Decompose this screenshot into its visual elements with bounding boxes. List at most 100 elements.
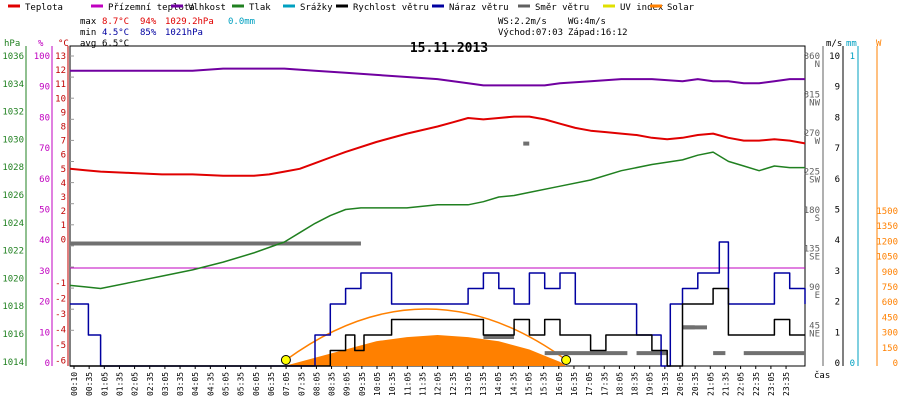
temperature-tick: 0 bbox=[61, 235, 66, 245]
x-tick-label: 20:05 bbox=[676, 372, 685, 396]
x-tick-label: 06:05 bbox=[252, 372, 261, 396]
legend-label: Solar bbox=[667, 3, 695, 13]
series-solar bbox=[284, 335, 567, 366]
rain-tick: 0 bbox=[850, 359, 855, 369]
temperature-tick: -5 bbox=[55, 341, 66, 351]
x-tick-label: 16:35 bbox=[570, 372, 579, 396]
humidity-tick: 20 bbox=[39, 298, 50, 308]
legend-label: Vlhkost bbox=[188, 3, 226, 13]
temperature-tick: -6 bbox=[55, 357, 66, 367]
pressure-tick: 1024 bbox=[2, 219, 24, 229]
legend-label: Srážky bbox=[300, 3, 333, 13]
stat-temp: 8.7°C bbox=[102, 17, 129, 27]
x-tick-label: 03:35 bbox=[176, 372, 185, 396]
plot-frame bbox=[69, 45, 806, 367]
legend-label: Náraz větru bbox=[449, 3, 509, 13]
temperature-tick: 6 bbox=[61, 151, 66, 161]
x-tick-label: 02:35 bbox=[146, 372, 155, 396]
direction-tick-name: NE bbox=[809, 330, 820, 340]
x-tick-label: 19:35 bbox=[661, 372, 670, 396]
pressure-tick: 1022 bbox=[2, 247, 24, 257]
temperature-tick: 8 bbox=[61, 123, 66, 133]
x-tick-label: 20:35 bbox=[691, 372, 700, 396]
direction-tick-name: S bbox=[815, 214, 820, 224]
x-tick-label: 22:35 bbox=[752, 372, 761, 396]
stat-pressure: 1029.2hPa bbox=[165, 17, 214, 27]
x-tick-label: 21:35 bbox=[721, 372, 730, 396]
humidity-tick: 50 bbox=[39, 206, 50, 216]
wind-gust-info: WG:4m/s bbox=[568, 17, 606, 27]
direction-tick-name: E bbox=[815, 291, 820, 301]
x-tick-label: 10:05 bbox=[373, 372, 382, 396]
axis-unit-solar: W bbox=[876, 39, 882, 49]
x-tick-label: 08:05 bbox=[312, 372, 321, 396]
legend-label: Směr větru bbox=[535, 3, 589, 13]
direction-tick-name: N bbox=[815, 60, 820, 70]
x-tick-label: 09:05 bbox=[343, 372, 352, 396]
axis-unit-pressure: hPa bbox=[4, 39, 20, 49]
x-tick-label: 02:05 bbox=[131, 372, 140, 396]
stat-rain: 0.0mm bbox=[228, 17, 255, 27]
x-tick-label: 15:05 bbox=[525, 372, 534, 396]
pressure-tick: 1032 bbox=[2, 108, 24, 118]
x-tick-label: 00:10 bbox=[70, 372, 79, 396]
solar-tick: 900 bbox=[882, 268, 898, 278]
temperature-tick: 5 bbox=[61, 165, 66, 175]
wind-speed-tick: 2 bbox=[835, 298, 840, 308]
series-humidity bbox=[70, 67, 805, 87]
solar-tick: 600 bbox=[882, 298, 898, 308]
direction-tick-deg: 315 bbox=[804, 91, 820, 101]
axis-unit-rain: mm bbox=[846, 39, 857, 49]
wind-speed-tick: 9 bbox=[835, 83, 840, 93]
x-tick-label: 17:35 bbox=[600, 372, 609, 396]
direction-tick-name: NW bbox=[809, 99, 820, 109]
x-tick-label: 00:35 bbox=[85, 372, 94, 396]
temperature-tick: 1 bbox=[61, 221, 66, 231]
x-tick-label: 04:05 bbox=[191, 372, 200, 396]
x-tick-label: 03:05 bbox=[161, 372, 170, 396]
x-tick-label: 10:35 bbox=[388, 372, 397, 396]
x-axis-label: čas bbox=[814, 370, 830, 381]
x-tick-label: 14:05 bbox=[494, 372, 503, 396]
x-tick-label: 18:05 bbox=[615, 372, 624, 396]
sunset-info: Západ:16:12 bbox=[568, 28, 628, 38]
x-tick-label: 22:05 bbox=[737, 372, 746, 396]
stat-label: min bbox=[80, 28, 96, 38]
rain-tick: 1 bbox=[850, 52, 855, 62]
pressure-tick: 1026 bbox=[2, 191, 24, 201]
x-tick-label: 12:05 bbox=[434, 372, 443, 396]
direction-tick-name: W bbox=[815, 137, 821, 147]
x-tick-label: 18:35 bbox=[631, 372, 640, 396]
pressure-tick: 1034 bbox=[2, 80, 24, 90]
x-tick-label: 12:35 bbox=[449, 372, 458, 396]
wind-speed-info: WS:2.2m/s bbox=[498, 17, 547, 27]
solar-tick: 1500 bbox=[876, 207, 898, 217]
sun-arc bbox=[285, 308, 567, 361]
temperature-tick: 7 bbox=[61, 137, 66, 147]
direction-tick-deg: 180 bbox=[804, 206, 820, 216]
x-tick-label: 09:35 bbox=[358, 372, 367, 396]
x-tick-label: 23:05 bbox=[767, 372, 776, 396]
solar-tick: 150 bbox=[882, 344, 898, 354]
stat-humidity: 85% bbox=[140, 28, 157, 38]
x-tick-label: 06:35 bbox=[267, 372, 276, 396]
temperature-tick: -3 bbox=[55, 310, 66, 320]
x-tick-label: 14:35 bbox=[509, 372, 518, 396]
wind-speed-tick: 7 bbox=[835, 144, 840, 154]
stats-block: max 8.7°C 94% 1029.2hPa 0.0mm min 4.5°C 85% 1021… bbox=[80, 17, 628, 49]
humidity-tick: 30 bbox=[39, 267, 50, 277]
solar-tick: 450 bbox=[882, 313, 898, 323]
x-tick-label: 11:35 bbox=[418, 372, 427, 396]
x-tick-label: 08:35 bbox=[328, 372, 337, 396]
temperature-tick: 4 bbox=[61, 179, 66, 189]
temperature-tick: -4 bbox=[55, 326, 66, 336]
x-tick-label: 04:35 bbox=[206, 372, 215, 396]
wind-speed-tick: 10 bbox=[829, 52, 840, 62]
pressure-tick: 1014 bbox=[2, 358, 24, 368]
legend-label: Tlak bbox=[249, 3, 271, 13]
x-tick-label: 01:35 bbox=[115, 372, 124, 396]
grid bbox=[70, 55, 805, 331]
